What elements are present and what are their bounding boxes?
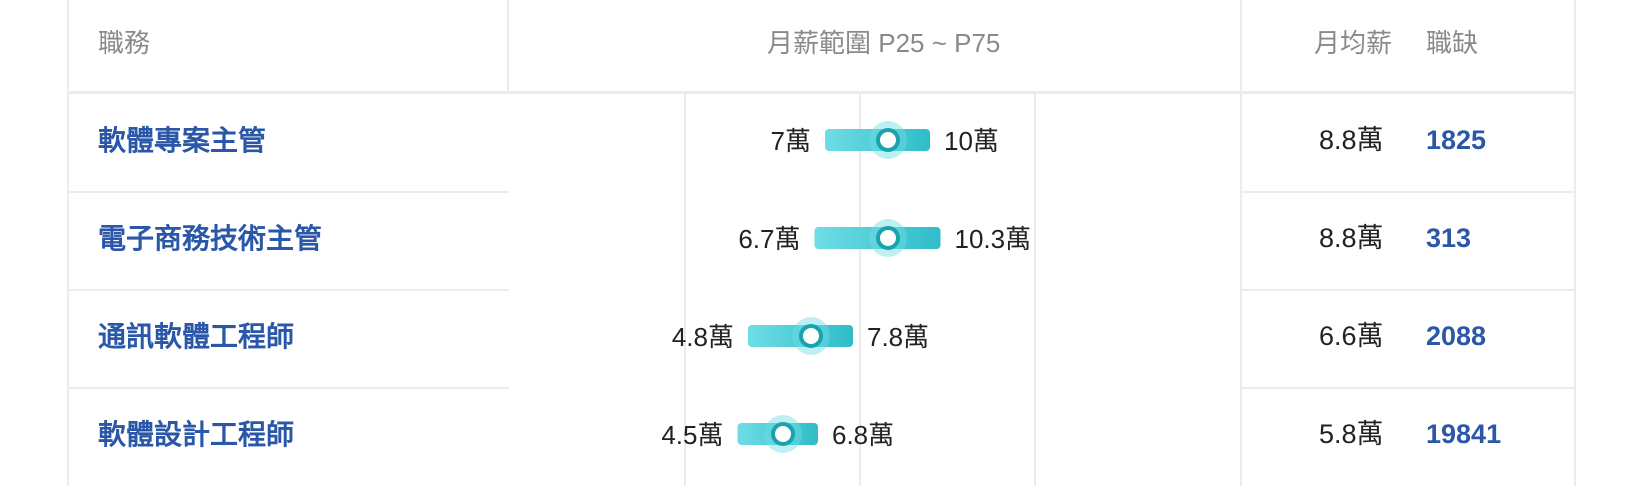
range-high-label: 10萬 [944, 126, 999, 156]
job-openings-count[interactable]: 19841 [1426, 419, 1502, 449]
range-low-label: 4.8萬 [672, 322, 734, 352]
header-job-openings: 職缺 [1426, 28, 1479, 58]
row-divider [69, 289, 509, 291]
table-row: 通訊軟體工程師 6.6萬 2088 [69, 290, 1574, 391]
job-title-link[interactable]: 軟體設計工程師 [98, 419, 295, 450]
table-header: 職務 月薪範圍 P25 ~ P75 月均薪 職缺 [69, 0, 1574, 94]
header-title: 職務 [98, 28, 151, 58]
row-divider [69, 387, 509, 389]
column-separator [507, 0, 509, 94]
range-high-label: 7.8萬 [867, 322, 929, 352]
job-title-link[interactable]: 軟體專案主管 [98, 125, 267, 156]
salary-range-chart: 7萬 10萬 6.7萬 10.3萬 4.8萬 7.8萬 4.5萬 6.8萬 [509, 94, 1242, 486]
range-low-label: 7萬 [771, 126, 811, 156]
row-divider [1242, 289, 1576, 291]
row-divider [1242, 387, 1576, 389]
header-average-salary: 月均薪 [1314, 28, 1393, 58]
row-divider [1242, 191, 1576, 193]
row-divider [69, 191, 509, 193]
header-salary-range: 月薪範圍 P25 ~ P75 [767, 28, 1001, 58]
average-marker [876, 226, 900, 250]
range-high-label: 10.3萬 [955, 224, 1032, 254]
job-openings-count[interactable]: 1825 [1426, 125, 1487, 155]
range-low-label: 6.7萬 [738, 224, 800, 254]
column-separator [1240, 0, 1242, 486]
job-openings-count[interactable]: 313 [1426, 223, 1472, 253]
average-marker [799, 324, 823, 348]
salary-table: 職務 月薪範圍 P25 ~ P75 月均薪 職缺 軟體專案主管 8.8萬 1825 電… [67, 0, 1576, 486]
job-title-link[interactable]: 通訊軟體工程師 [98, 321, 295, 352]
table-row: 電子商務技術主管 8.8萬 313 [69, 192, 1574, 293]
range-low-label: 4.5萬 [661, 420, 723, 450]
table-row: 軟體設計工程師 5.8萬 19841 [69, 388, 1574, 489]
average-salary: 8.8萬 [1319, 223, 1384, 253]
job-openings-count[interactable]: 2088 [1426, 321, 1487, 351]
average-salary: 5.8萬 [1319, 419, 1384, 449]
average-salary: 6.6萬 [1319, 321, 1384, 351]
range-chart-svg: 7萬 10萬 6.7萬 10.3萬 4.8萬 7.8萬 4.5萬 6.8萬 [661, 94, 1036, 486]
range-high-label: 6.8萬 [832, 420, 894, 450]
job-title-link[interactable]: 電子商務技術主管 [98, 223, 323, 254]
table-row: 軟體專案主管 8.8萬 1825 [69, 94, 1574, 195]
average-marker [876, 128, 900, 152]
average-marker [771, 422, 795, 446]
average-salary: 8.8萬 [1319, 125, 1384, 155]
